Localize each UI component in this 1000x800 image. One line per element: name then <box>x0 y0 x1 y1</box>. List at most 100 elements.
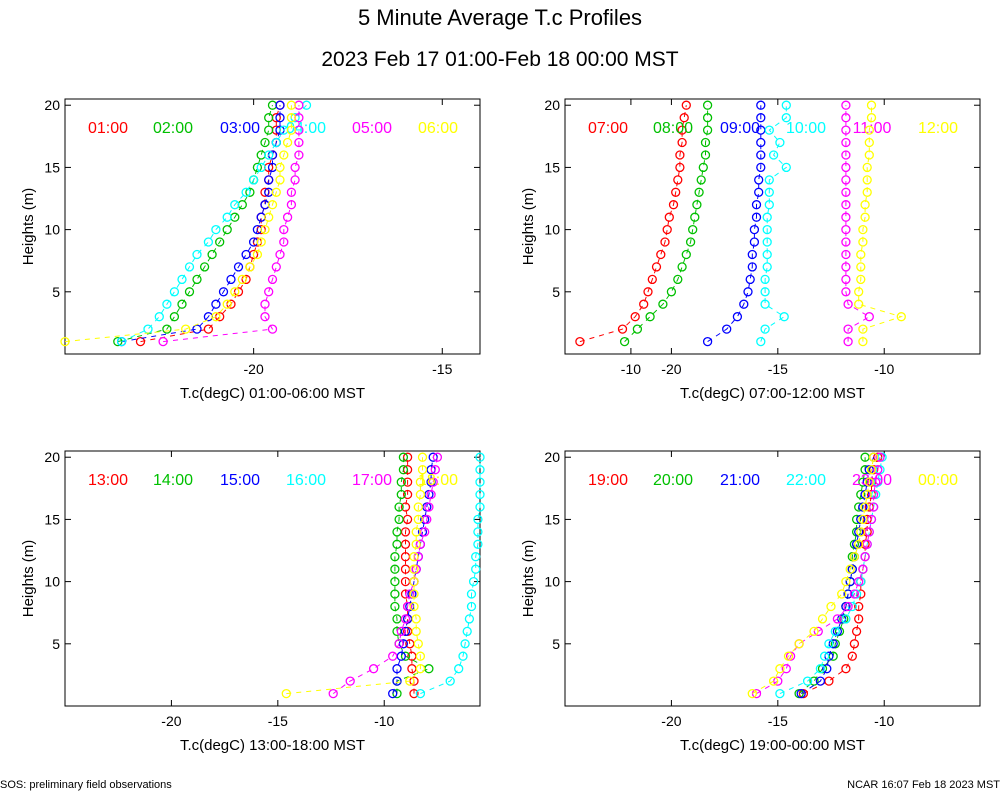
data-point <box>392 539 402 549</box>
data-point <box>428 452 438 462</box>
legend-label: 00:00 <box>918 472 958 489</box>
data-point <box>233 287 244 297</box>
data-point <box>756 150 766 160</box>
data-point <box>396 626 406 637</box>
data-point <box>854 539 864 549</box>
data-point <box>409 601 419 612</box>
data-point <box>762 262 772 272</box>
series-1000 <box>756 100 791 347</box>
data-point <box>675 162 685 173</box>
data-point <box>794 639 804 649</box>
data-point <box>666 287 677 297</box>
data-point <box>328 688 338 699</box>
data-point <box>409 589 419 599</box>
data-point <box>475 502 485 512</box>
data-point <box>468 576 479 587</box>
data-point <box>466 589 477 599</box>
data-point <box>473 527 483 537</box>
data-point <box>841 576 851 587</box>
data-point <box>286 100 297 110</box>
data-point <box>394 639 404 649</box>
data-point <box>685 237 696 247</box>
data-point <box>873 465 883 475</box>
data-point <box>290 175 300 185</box>
data-point <box>843 299 853 309</box>
data-point <box>751 212 762 222</box>
data-point <box>756 137 766 148</box>
data-point <box>184 262 195 272</box>
data-point <box>396 489 406 500</box>
data-point <box>426 489 436 500</box>
data-point <box>660 237 670 247</box>
data-point <box>841 137 851 148</box>
legend-label: 14:00 <box>153 472 193 489</box>
data-point <box>830 626 840 637</box>
data-point <box>681 100 691 110</box>
data-point <box>275 162 285 173</box>
data-point <box>400 502 411 512</box>
series-1500 <box>388 452 438 699</box>
x-tick-label: -10 <box>621 361 641 377</box>
data-point <box>116 336 127 347</box>
series-line <box>163 105 300 343</box>
data-point <box>817 614 828 624</box>
data-point <box>241 274 251 285</box>
data-point <box>702 336 713 347</box>
data-point <box>679 113 689 123</box>
data-point <box>390 589 400 599</box>
data-point <box>639 299 649 309</box>
data-point <box>409 552 419 562</box>
data-point <box>866 465 877 475</box>
data-point <box>218 287 229 297</box>
data-point <box>745 274 755 285</box>
series-line <box>404 457 415 694</box>
plot-panel-3: -20 -15 -10 5 10 15 20 T.c(degC) 13:00-18:00 MS… <box>20 449 485 754</box>
data-point <box>275 113 285 123</box>
footer-right: NCAR 16:07 Feb 18 2023 MST <box>847 779 1000 791</box>
data-point <box>466 601 477 612</box>
y-axis-label: Heights (m) <box>20 188 37 266</box>
data-point <box>783 651 794 661</box>
data-point <box>619 336 630 347</box>
data-point <box>286 187 297 197</box>
data-point <box>722 324 732 334</box>
y-tick-label: 15 <box>544 511 560 527</box>
data-point <box>858 324 868 334</box>
data-point <box>415 664 426 674</box>
data-point <box>222 212 232 222</box>
data-point <box>428 477 438 487</box>
data-point <box>854 299 864 309</box>
series-line <box>332 457 438 695</box>
data-point <box>264 113 274 123</box>
data-point <box>230 200 240 210</box>
data-point <box>630 312 640 322</box>
data-point <box>815 664 826 674</box>
data-point <box>264 212 274 222</box>
x-tick-label: -10 <box>374 713 394 729</box>
data-point <box>256 162 266 173</box>
data-point <box>279 237 289 247</box>
y-tick-label: 5 <box>52 284 60 300</box>
data-point <box>700 150 711 160</box>
data-point <box>475 489 485 500</box>
data-point <box>252 162 263 173</box>
data-point <box>677 262 687 272</box>
data-point <box>768 676 779 686</box>
data-point <box>764 125 774 135</box>
data-point <box>841 664 851 674</box>
data-point <box>207 249 217 260</box>
legend-label: 11:00 <box>853 120 892 137</box>
plot-panel-4: -20 -15 -10 5 10 15 20 T.c(degC) 19:00-00:00 MS… <box>520 449 981 754</box>
data-point <box>275 175 285 185</box>
data-point <box>471 552 481 562</box>
data-point <box>279 224 289 235</box>
data-point <box>658 299 668 309</box>
data-point <box>158 336 168 347</box>
data-point <box>396 477 406 487</box>
plot-frame <box>64 98 481 355</box>
data-point <box>279 150 289 160</box>
data-point <box>856 262 866 272</box>
legend-label: 17:00 <box>352 472 392 489</box>
series-0300 <box>116 100 285 347</box>
